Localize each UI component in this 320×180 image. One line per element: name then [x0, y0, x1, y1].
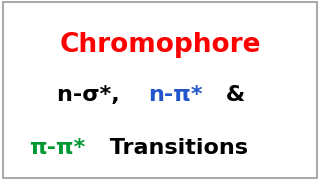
Text: π-π*: π-π*	[29, 138, 86, 158]
Text: Chromophore: Chromophore	[59, 32, 261, 58]
Text: Transitions: Transitions	[102, 138, 248, 158]
Text: &: &	[218, 85, 253, 105]
Text: n-σ*,: n-σ*,	[57, 85, 127, 105]
Text: n-π*: n-π*	[148, 85, 202, 105]
